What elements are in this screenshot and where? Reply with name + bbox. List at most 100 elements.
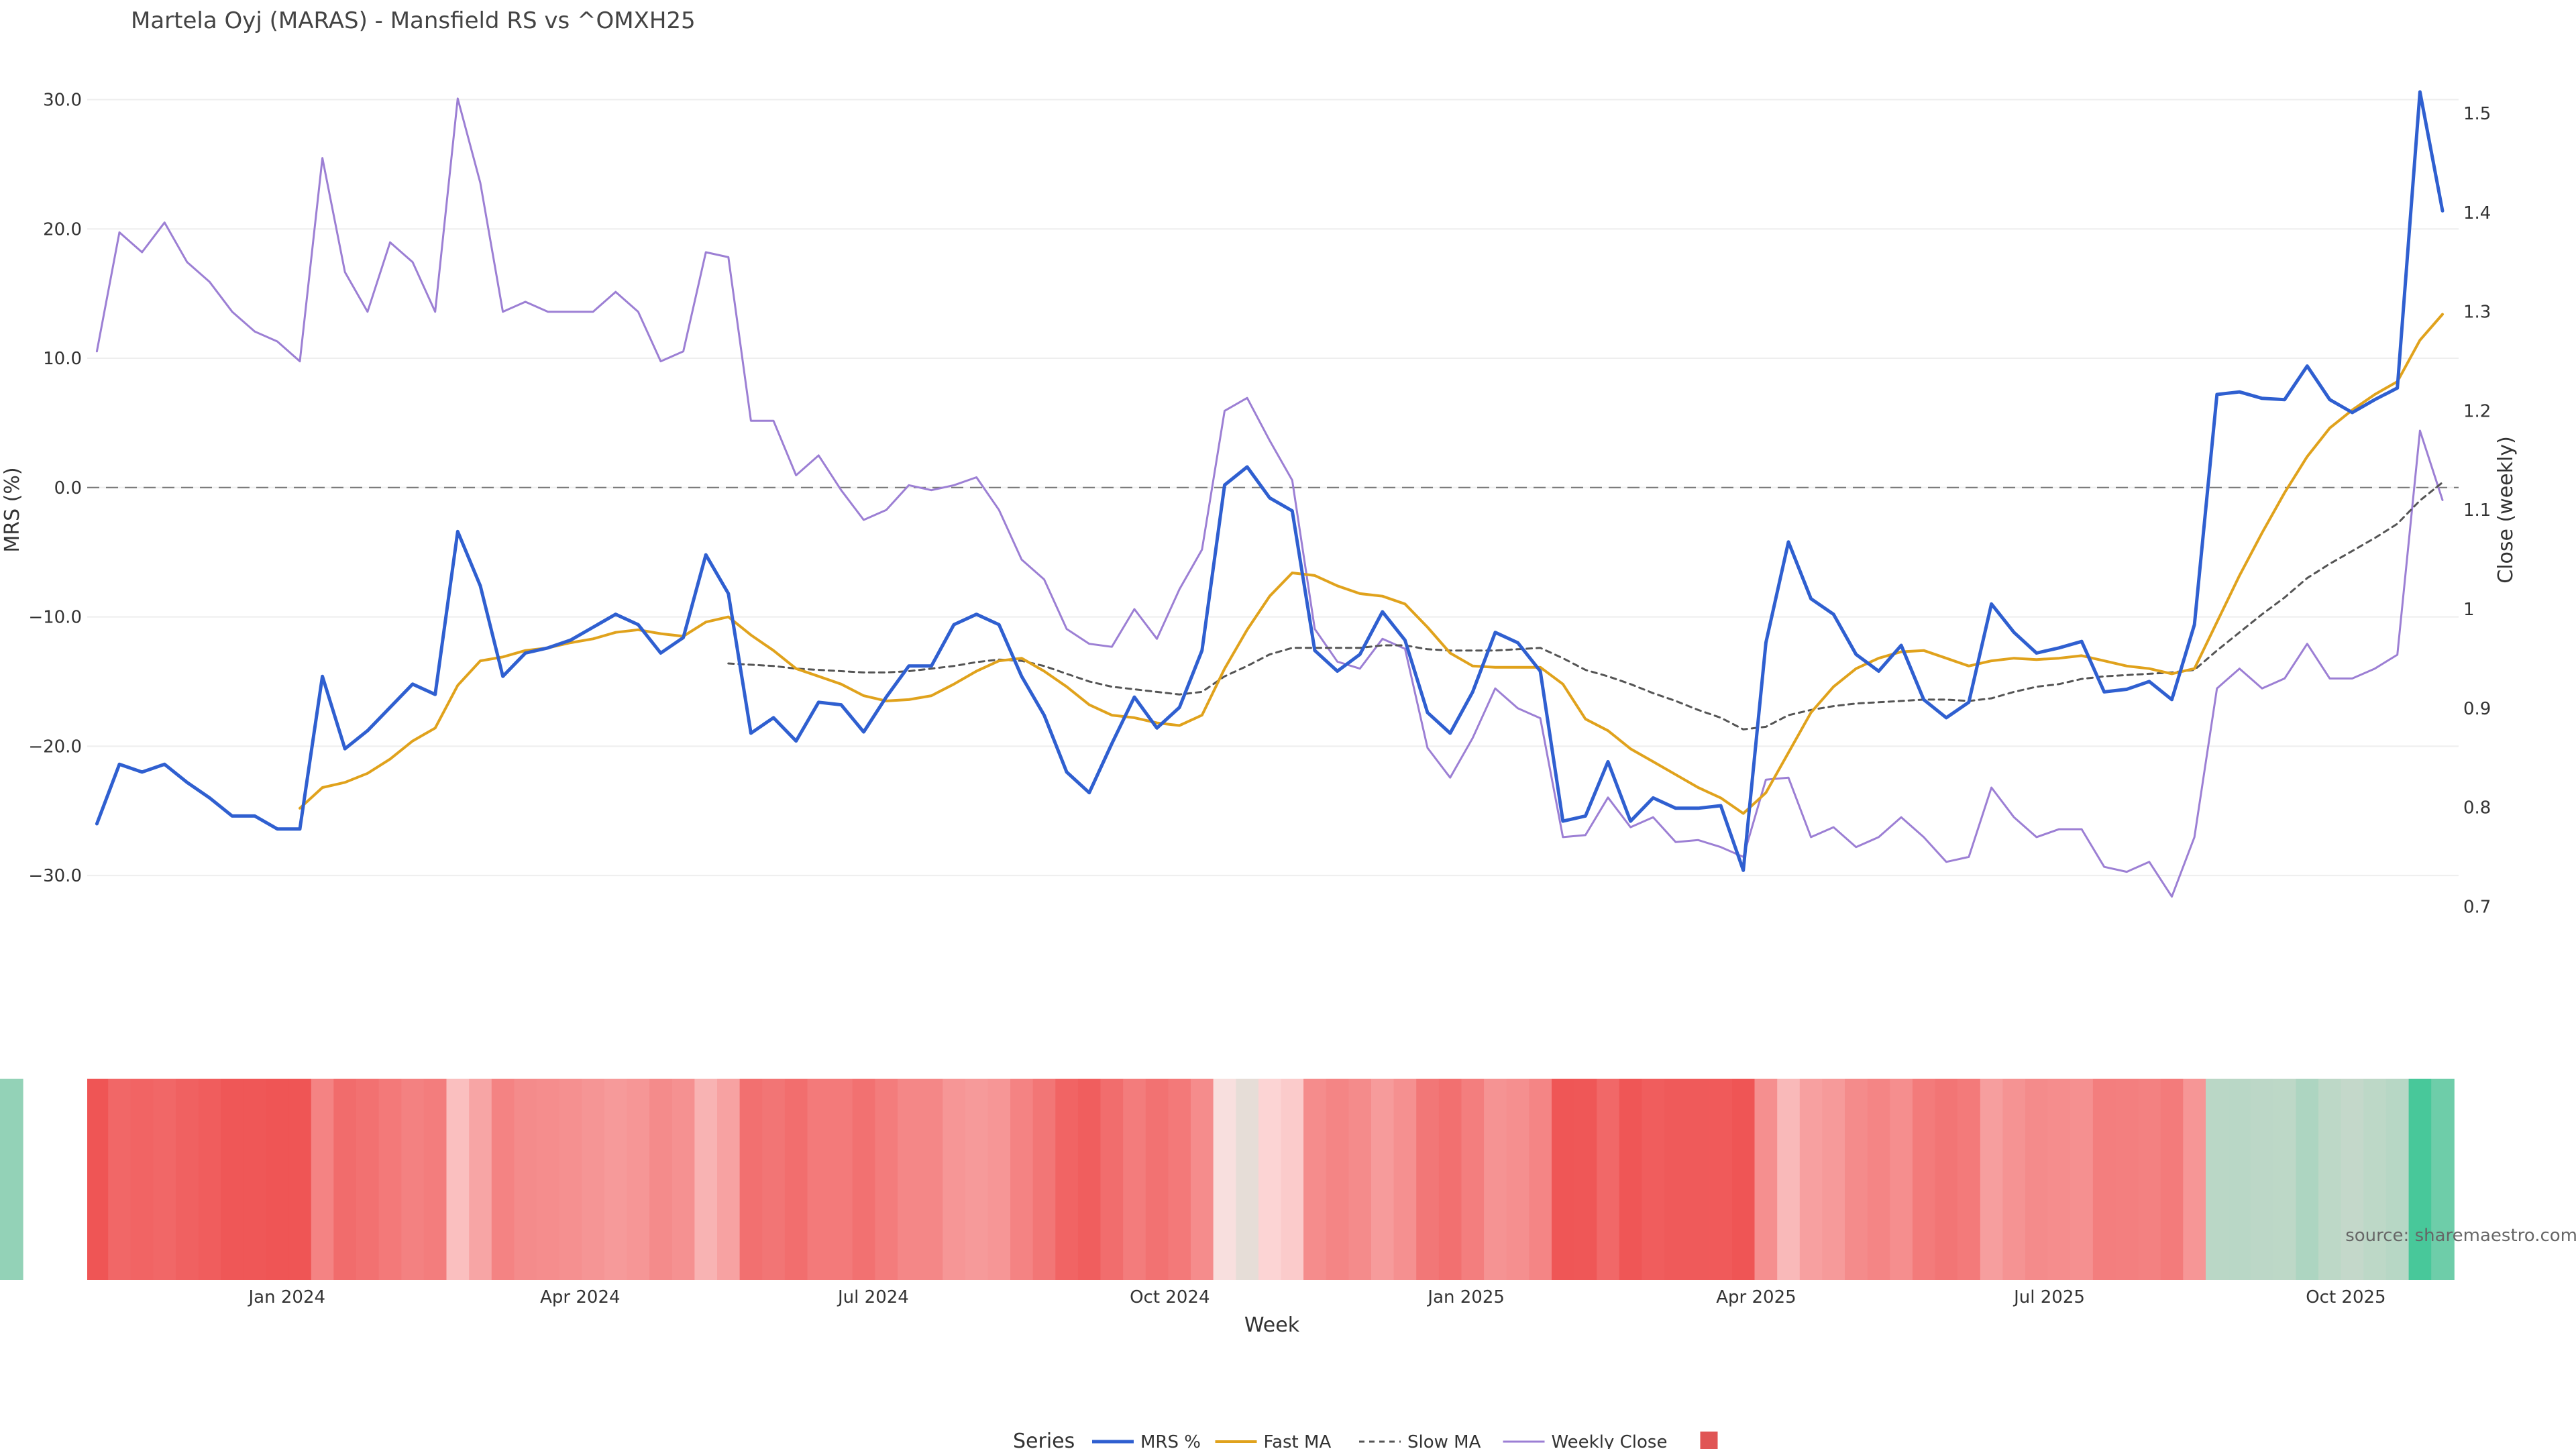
y-tick-label: 0.0 bbox=[54, 478, 82, 498]
heatmap-cell bbox=[672, 1079, 696, 1280]
heatmap-cell bbox=[1077, 1079, 1102, 1280]
heatmap-cell bbox=[1686, 1079, 1711, 1280]
heatmap-cell bbox=[1935, 1079, 1959, 1280]
series-line-fast-ma bbox=[299, 313, 2444, 815]
heatmap-cell bbox=[1168, 1079, 1191, 1280]
y-tick-label: 30.0 bbox=[43, 91, 82, 111]
heatmap-cell bbox=[582, 1079, 605, 1280]
legend: Series MRS % Fast MA Slow MA Weekly Close bbox=[1013, 1430, 1718, 1449]
heatmap-cell bbox=[333, 1079, 357, 1280]
heatmap-cell bbox=[1348, 1079, 1372, 1280]
heatmap-cell bbox=[1597, 1079, 1620, 1280]
heatmap-cell bbox=[2408, 1079, 2432, 1280]
heatmap-cell bbox=[1484, 1079, 1507, 1280]
y-axis-title: MRS (%) bbox=[1, 467, 24, 552]
heatmap-cell bbox=[784, 1079, 808, 1280]
series-line-mrs bbox=[95, 90, 2445, 872]
heatmap-cell bbox=[2025, 1079, 2049, 1280]
heatmap-cell bbox=[627, 1079, 651, 1280]
heatmap-cell bbox=[694, 1079, 718, 1280]
heatmap-cell bbox=[604, 1079, 628, 1280]
x-tick-label: Jul 2025 bbox=[2012, 1287, 2085, 1307]
heatmap-cell bbox=[401, 1079, 425, 1280]
heatmap-cell bbox=[1777, 1079, 1801, 1280]
heatmap-cell bbox=[176, 1079, 199, 1280]
heatmap-cell bbox=[1822, 1079, 1845, 1280]
y2-tick-label: 0.9 bbox=[2463, 699, 2491, 719]
heatmap-cell bbox=[469, 1079, 492, 1280]
heatmap-cell bbox=[1890, 1079, 1913, 1280]
heatmap-cell bbox=[1461, 1079, 1485, 1280]
heatmap-cell bbox=[762, 1079, 786, 1280]
heatmap-cell bbox=[266, 1079, 290, 1280]
x-tick-label: Apr 2025 bbox=[1716, 1287, 1796, 1307]
source-label: source: sharemaestro.com bbox=[2345, 1226, 2576, 1246]
series-line-weekly-close bbox=[95, 97, 2444, 898]
heatmap-cell bbox=[1100, 1079, 1124, 1280]
x-axis-title: Week bbox=[1244, 1313, 1300, 1337]
heatmap-cell bbox=[1912, 1079, 1936, 1280]
heatmap-cell bbox=[1416, 1079, 1440, 1280]
heatmap-cell bbox=[1574, 1079, 1598, 1280]
heatmap-cell bbox=[537, 1079, 560, 1280]
heatmap-cell bbox=[1709, 1079, 1733, 1280]
heatmap-cell bbox=[1867, 1079, 1891, 1280]
heatmap-cell bbox=[2092, 1079, 2116, 1280]
heatmap-cell bbox=[423, 1079, 447, 1280]
heatmap-cell bbox=[1754, 1079, 1778, 1280]
heatmap-cell bbox=[1326, 1079, 1350, 1280]
heatmap-cell bbox=[1393, 1079, 1417, 1280]
heatmap-cell bbox=[2318, 1079, 2342, 1280]
heatmap-cell bbox=[965, 1079, 989, 1280]
y-tick-label: 10.0 bbox=[43, 349, 82, 369]
y2-tick-label: 1 bbox=[2463, 600, 2475, 620]
series-line-slow-ma bbox=[727, 481, 2444, 731]
heatmap-cell bbox=[130, 1079, 154, 1280]
heatmap-cell bbox=[1799, 1079, 1823, 1280]
y2-tick-label: 0.8 bbox=[2463, 798, 2491, 818]
y2-axis-title: Close (weekly) bbox=[2494, 436, 2518, 584]
heatmap-cell bbox=[0, 1079, 23, 1280]
x-tick-label: Oct 2025 bbox=[2306, 1287, 2385, 1307]
heatmap-cell bbox=[920, 1079, 944, 1280]
y-axis-right: 1.5 1.4 1.3 1.2 1.1 1 0.9 0.8 0.7 bbox=[2463, 104, 2491, 917]
y2-tick-label: 1.3 bbox=[2463, 303, 2491, 323]
y-tick-label: −20.0 bbox=[28, 737, 82, 757]
heatmap-cell bbox=[2070, 1079, 2094, 1280]
heatmap-cell bbox=[2385, 1079, 2410, 1280]
heatmap-cell bbox=[87, 1079, 111, 1280]
y2-tick-label: 1.5 bbox=[2463, 104, 2491, 124]
heatmap-cell bbox=[1642, 1079, 1665, 1280]
heatmap-cell bbox=[491, 1079, 515, 1280]
heatmap-cell bbox=[559, 1079, 583, 1280]
heatmap-strip bbox=[0, 1079, 2455, 1280]
heatmap-cell bbox=[1258, 1079, 1282, 1280]
legend-title: Series bbox=[1013, 1430, 1075, 1449]
legend-entry: MRS % bbox=[1140, 1432, 1201, 1449]
heatmap-cell bbox=[1303, 1079, 1327, 1280]
heatmap-cell bbox=[1191, 1079, 1214, 1280]
series-lines bbox=[95, 90, 2445, 898]
heatmap-cell bbox=[1145, 1079, 1169, 1280]
heatmap-cell bbox=[852, 1079, 876, 1280]
heatmap-cell bbox=[1236, 1079, 1259, 1280]
heatmap-cell bbox=[1529, 1079, 1552, 1280]
heatmap-cell bbox=[243, 1079, 267, 1280]
heatmap-cell bbox=[1281, 1079, 1305, 1280]
heatmap-cell bbox=[2431, 1079, 2455, 1280]
heatmap-cell bbox=[987, 1079, 1011, 1280]
heatmap-cell bbox=[807, 1079, 831, 1280]
y-tick-label: 20.0 bbox=[43, 219, 82, 239]
heatmap-cell bbox=[356, 1079, 380, 1280]
heatmap-cell bbox=[2183, 1079, 2206, 1280]
x-tick-label: Apr 2024 bbox=[540, 1287, 620, 1307]
x-tick-label: Oct 2024 bbox=[1130, 1287, 1210, 1307]
heatmap-cell bbox=[1619, 1079, 1643, 1280]
y-tick-label: −10.0 bbox=[28, 608, 82, 628]
legend-entry: Fast MA bbox=[1264, 1432, 1332, 1449]
y2-tick-label: 1.1 bbox=[2463, 500, 2491, 521]
heatmap-cell bbox=[153, 1079, 177, 1280]
heatmap-cell bbox=[1957, 1079, 1981, 1280]
heatmap-cell bbox=[378, 1079, 402, 1280]
